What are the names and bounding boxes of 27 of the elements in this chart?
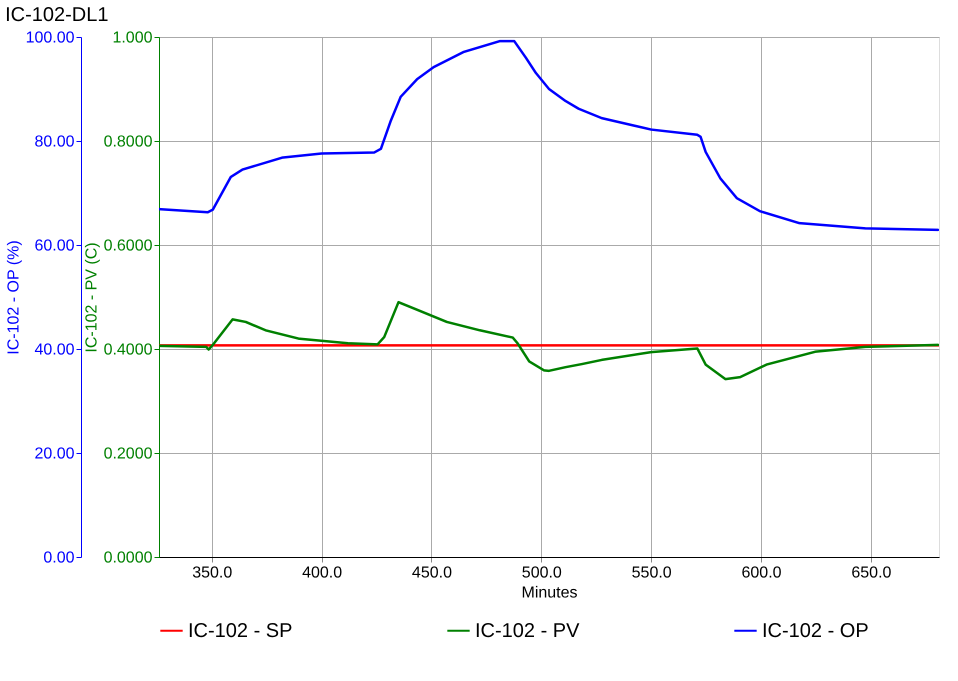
x-axis-title: Minutes [521, 584, 578, 602]
y-tick-label: 0.0000 [104, 550, 153, 566]
y2-tick-label: 100.00 [26, 30, 75, 46]
line-series [159, 40, 939, 232]
legend-label: IC-102 - PV [475, 620, 580, 642]
y2-tick-label: 60.00 [34, 238, 75, 254]
y-tick-label: 0.2000 [104, 446, 153, 462]
x-tick-label: 500.0 [522, 564, 562, 582]
x-tick-label: 450.0 [412, 564, 452, 582]
y2-tick-label: 80.00 [34, 134, 75, 150]
chart-title: IC-102-DL1 [5, 4, 108, 26]
legend-label: IC-102 - OP [762, 620, 869, 642]
legend-label: IC-102 - SP [188, 620, 292, 642]
x-tick-label: 550.0 [632, 564, 672, 582]
y2-axis-title: IC-102 - OP (%) [6, 240, 23, 355]
x-tick-label: 400.0 [302, 564, 342, 582]
y2-tick-label: 20.00 [34, 446, 75, 462]
y2-tick-label: 40.00 [34, 342, 75, 358]
y-tick-label: 0.8000 [104, 134, 153, 150]
x-tick-label: 350.0 [192, 564, 232, 582]
y-axis-title: IC-102 - PV (C) [84, 242, 101, 353]
x-tick-label: 600.0 [742, 564, 782, 582]
y-tick-label: 1.000 [112, 30, 153, 46]
x-tick-label: 650.0 [851, 564, 892, 582]
y2-tick-label: 0.00 [43, 550, 75, 566]
y-tick-label: 0.4000 [104, 342, 153, 358]
y-tick-label: 0.6000 [104, 238, 153, 254]
